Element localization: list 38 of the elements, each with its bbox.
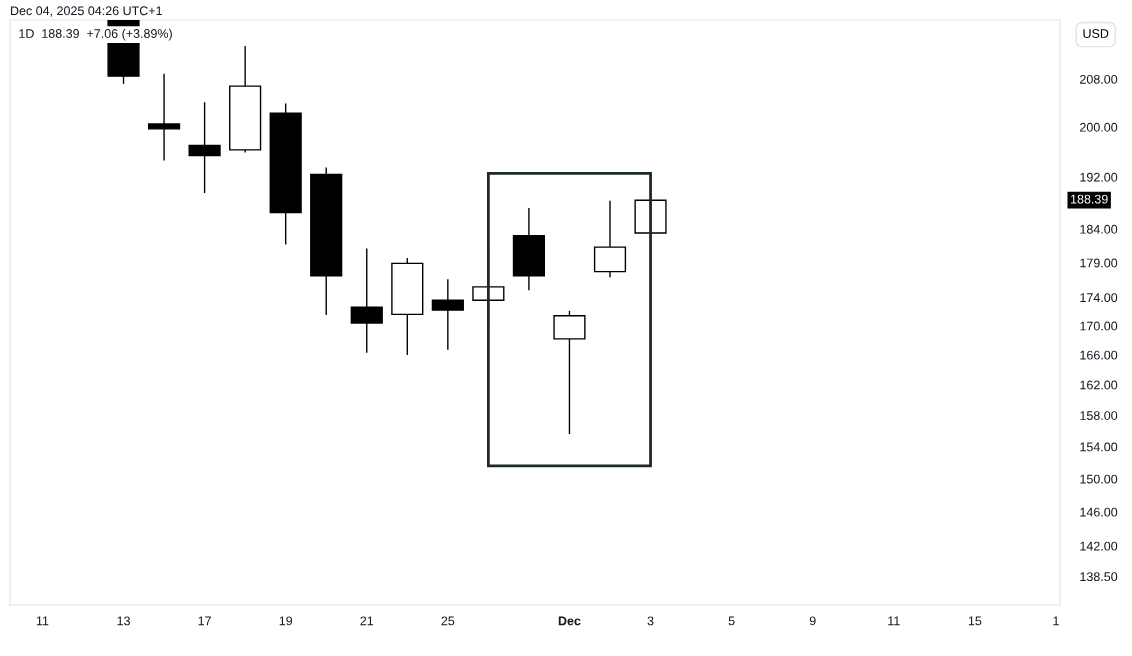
candlestick <box>431 278 464 351</box>
x-tick-label: 9 <box>809 616 816 626</box>
x-tick-label: 17 <box>198 616 211 626</box>
y-tick-label: 162.00 <box>1080 380 1118 390</box>
y-tick-label: 142.00 <box>1080 541 1118 551</box>
candlestick <box>593 200 627 278</box>
chart-subtitle: Dec 04, 2025 04:26 UTC+1 <box>11 6 162 17</box>
candlestick <box>188 101 221 194</box>
x-tick-label: 11 <box>36 616 49 626</box>
candlestick <box>350 247 383 354</box>
x-tick-label: 3 <box>647 616 654 626</box>
y-tick-label: 208.00 <box>1080 74 1118 84</box>
x-tick-label: 19 <box>279 616 293 626</box>
y-tick-label: 170.00 <box>1080 321 1118 331</box>
y-tick-label: 154.00 <box>1080 442 1118 452</box>
candlestick <box>147 73 181 162</box>
x-tick-label: 15 <box>968 616 982 626</box>
candlestick <box>512 207 546 292</box>
y-tick-label: 150.00 <box>1080 474 1118 484</box>
y-tick-label: 166.00 <box>1080 350 1118 360</box>
x-tick-label: 5 <box>728 616 735 626</box>
y-tick-label: 146.00 <box>1080 507 1118 517</box>
y-axis-title: USD <box>1083 29 1109 38</box>
x-tick-label: 11 <box>888 616 900 626</box>
text: 1D 188.39 +7.06 (+3.89%) <box>19 28 172 41</box>
y-tick-label: 158.00 <box>1080 411 1118 420</box>
y-tick-label: 179.00 <box>1080 258 1118 268</box>
y-tick-label: 192.00 <box>1080 172 1118 182</box>
x-tick-label: Dec <box>558 616 581 626</box>
text: 188.39 <box>1071 194 1108 204</box>
x-tick-label: 21 <box>360 616 374 626</box>
y-tick-label: 138.50 <box>1080 572 1118 582</box>
x-tick-label: 25 <box>441 616 455 626</box>
x-tick-label: 13 <box>117 616 130 626</box>
y-tick-label: 184.00 <box>1080 224 1118 234</box>
y-tick-label: 200.00 <box>1080 122 1118 132</box>
x-tick-label: 1 <box>1053 616 1059 626</box>
y-tick-label: 174.00 <box>1080 293 1118 303</box>
